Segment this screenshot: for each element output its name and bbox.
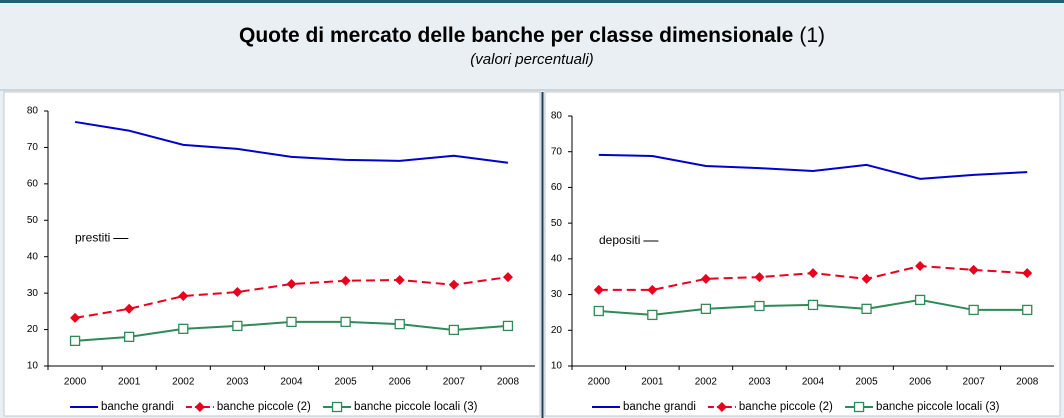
point bbox=[178, 323, 189, 334]
title: Quote di mercato delle banche per classe… bbox=[239, 24, 793, 47]
y-tick-label: 80 bbox=[27, 106, 39, 117]
legend-marker bbox=[194, 402, 205, 412]
x-tick-label: 2005 bbox=[855, 377, 878, 388]
point bbox=[340, 316, 351, 328]
y-tick-label: 50 bbox=[27, 215, 39, 226]
x-tick-label: 2002 bbox=[172, 377, 195, 388]
point bbox=[647, 309, 658, 321]
legend-label: banche piccole locali (3) bbox=[354, 401, 478, 413]
point bbox=[754, 300, 765, 312]
y-tick-label: 60 bbox=[27, 178, 39, 189]
x-tick-label: 2007 bbox=[963, 377, 986, 388]
point bbox=[70, 312, 81, 323]
point bbox=[502, 272, 513, 283]
x-tick-label: 2000 bbox=[588, 377, 611, 388]
legend-label: banche grandi bbox=[101, 401, 174, 413]
y-tick-label: 80 bbox=[551, 111, 563, 122]
legend-marker bbox=[331, 401, 343, 413]
annotation: depositi bbox=[599, 233, 640, 247]
y-tick-label: 20 bbox=[27, 324, 39, 335]
y-tick-label: 40 bbox=[551, 253, 563, 264]
series-line bbox=[74, 120, 509, 164]
point bbox=[394, 318, 405, 330]
panel bbox=[3, 91, 541, 417]
top-rule bbox=[0, 0, 1064, 3]
point bbox=[915, 261, 926, 271]
annotation-box bbox=[72, 228, 114, 247]
point bbox=[593, 284, 604, 295]
legend-label: banche piccole (2) bbox=[739, 401, 833, 413]
point bbox=[647, 284, 658, 295]
x-tick-label: 2000 bbox=[64, 377, 87, 388]
point bbox=[968, 264, 979, 275]
x-tick-label: 2008 bbox=[497, 377, 520, 388]
point bbox=[178, 291, 189, 302]
point bbox=[448, 279, 459, 290]
annotation: prestiti bbox=[75, 231, 110, 245]
legend-label: banche piccole (2) bbox=[217, 401, 311, 413]
point bbox=[69, 335, 81, 347]
y-tick-label: 30 bbox=[27, 288, 39, 299]
legend-marker bbox=[716, 402, 727, 412]
y-tick-label: 30 bbox=[551, 289, 563, 300]
y-tick-label: 20 bbox=[551, 325, 563, 336]
x-tick-label: 2003 bbox=[226, 377, 249, 388]
point bbox=[1022, 268, 1033, 279]
legend-marker bbox=[853, 401, 865, 413]
y-tick-label: 60 bbox=[551, 182, 563, 193]
legend-label: banche grandi bbox=[623, 401, 696, 413]
point bbox=[286, 316, 297, 328]
x-tick-label: 2001 bbox=[641, 377, 664, 388]
y-tick-label: 70 bbox=[27, 142, 39, 153]
point bbox=[286, 279, 297, 290]
x-tick-label: 2003 bbox=[748, 377, 771, 388]
x-tick-label: 2002 bbox=[695, 377, 718, 388]
x-tick-label: 2008 bbox=[1016, 377, 1039, 388]
panel bbox=[544, 91, 1061, 417]
point bbox=[1022, 304, 1033, 316]
x-tick-label: 2004 bbox=[280, 377, 303, 388]
title-group: Quote di mercato delle banche per classe… bbox=[239, 24, 825, 47]
point bbox=[968, 304, 979, 316]
point bbox=[124, 303, 135, 314]
y-tick-label: 50 bbox=[551, 218, 563, 229]
x-tick-label: 2007 bbox=[443, 377, 466, 388]
y-tick-label: 10 bbox=[27, 361, 39, 372]
point bbox=[593, 305, 604, 317]
y-tick-label: 70 bbox=[551, 146, 563, 157]
series-line bbox=[74, 276, 509, 319]
annotation-box bbox=[596, 231, 644, 250]
point bbox=[914, 294, 926, 306]
legend-label: banche piccole locali (3) bbox=[876, 401, 1000, 413]
point bbox=[394, 275, 405, 286]
point bbox=[124, 331, 135, 343]
y-tick-label: 40 bbox=[27, 251, 39, 262]
point bbox=[232, 287, 243, 298]
point bbox=[861, 273, 872, 284]
x-tick-label: 2006 bbox=[389, 377, 412, 388]
point bbox=[232, 320, 243, 332]
title-note: (1) bbox=[799, 24, 825, 47]
point bbox=[502, 320, 514, 332]
point bbox=[754, 272, 765, 283]
point bbox=[448, 324, 459, 336]
point bbox=[700, 273, 711, 284]
series-line bbox=[598, 153, 1028, 180]
x-tick-label: 2006 bbox=[909, 377, 932, 388]
x-tick-label: 2001 bbox=[118, 377, 141, 388]
point bbox=[808, 268, 818, 279]
point bbox=[807, 299, 819, 311]
x-tick-label: 2004 bbox=[802, 377, 825, 388]
x-tick-label: 2005 bbox=[334, 377, 357, 388]
y-tick-label: 10 bbox=[551, 361, 563, 372]
subtitle: (valori percentuali) bbox=[470, 51, 593, 68]
point bbox=[340, 275, 351, 286]
point bbox=[700, 303, 712, 315]
point bbox=[861, 303, 872, 315]
